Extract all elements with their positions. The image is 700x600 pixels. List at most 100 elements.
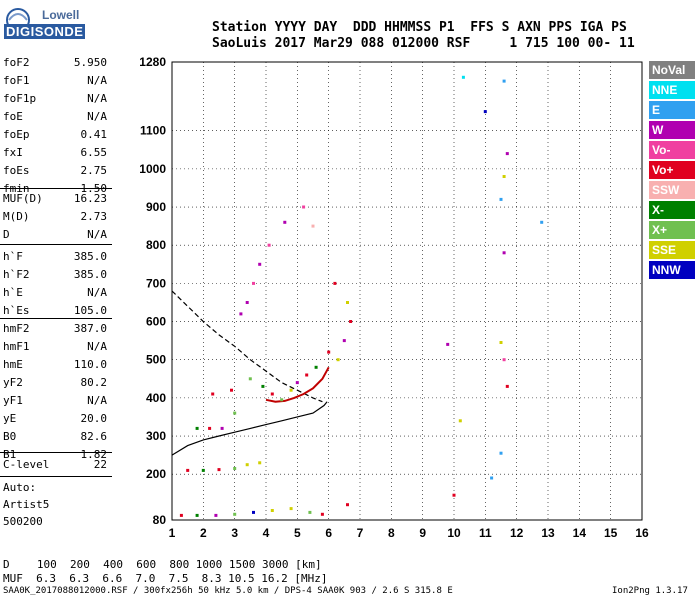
lowell-digisonde-logo: Lowell DIGISONDE <box>4 6 104 42</box>
param-label: h`F <box>3 250 23 263</box>
param-label: D <box>3 228 10 241</box>
x-tick-label: 8 <box>388 526 395 540</box>
param-value: N/A <box>87 74 107 87</box>
echo-point <box>333 281 337 285</box>
x-tick-label: 14 <box>573 526 587 540</box>
param-row: M(D) 2.73 <box>3 210 107 228</box>
header-row-values: SaoLuis 2017 Mar29 088 012000 RSF 1 715 … <box>212 36 635 51</box>
muf-row: MUF 6.3 6.3 6.6 7.0 7.5 8.3 10.5 16.2 [M… <box>3 572 328 585</box>
param-row: foEs 2.75 <box>3 164 107 182</box>
param-row: B0 82.6 <box>3 430 107 448</box>
echo-point <box>502 358 506 362</box>
param-value: 6.55 <box>80 146 108 159</box>
echo-point <box>349 320 353 323</box>
muf-label: MUF <box>3 572 23 585</box>
param-value: N/A <box>87 110 107 123</box>
param-row: h`F2 385.0 <box>3 268 107 286</box>
autoscaling-version: 500200 <box>3 515 43 528</box>
param-row: foF2 5.950 <box>3 56 107 74</box>
param-divider <box>0 188 112 189</box>
echo-point <box>314 365 318 369</box>
param-row: h`Es 105.0 <box>3 304 107 322</box>
x-tick-label: 9 <box>419 526 426 540</box>
legend-item: NNW <box>649 261 695 279</box>
param-value: N/A <box>87 92 107 105</box>
muf-values: 6.3 6.3 6.6 7.0 7.5 8.3 10.5 16.2 [MHz] <box>22 572 328 585</box>
param-label: MUF(D) <box>3 192 43 205</box>
param-value: N/A <box>87 394 107 407</box>
param-label: yE <box>3 412 17 425</box>
echo-point <box>305 373 309 377</box>
param-row: hmF1 N/A <box>3 340 107 358</box>
param-label: h`E <box>3 286 23 299</box>
echo-point <box>446 342 450 346</box>
echo-point <box>342 339 346 343</box>
x-tick-label: 16 <box>635 526 649 540</box>
param-value: N/A <box>87 286 107 299</box>
param-label: hmF1 <box>3 340 30 353</box>
echo-point <box>270 509 274 512</box>
echo-point <box>308 510 312 514</box>
x-axis-ticks: 1 2 3 4 5 6 7 8 9 10 11 12 13 14 15 16 <box>169 526 649 540</box>
param-label: M(D) <box>3 210 30 223</box>
header-row-labels: Station YYYY DAY DDD HHMMSS P1 FFS S AXN… <box>212 20 627 35</box>
param-row: foF1p N/A <box>3 92 107 110</box>
x-tick-label: 6 <box>325 526 332 540</box>
echo-point <box>458 419 462 423</box>
echo-point <box>245 463 249 467</box>
param-row: yF1 N/A <box>3 394 107 412</box>
param-row: yE 20.0 <box>3 412 107 430</box>
echo-point <box>179 513 183 517</box>
x-tick-label: 12 <box>510 526 524 540</box>
echo-point <box>280 398 284 402</box>
echo-point <box>230 388 233 392</box>
param-value: 2.75 <box>80 164 108 177</box>
x-tick-label: 10 <box>447 526 461 540</box>
y-axis-ticks: 80 200 300 400 500 600 700 800 900 1000 1100 1280 <box>139 55 166 527</box>
echo-point <box>502 251 506 255</box>
echo-point <box>311 224 315 228</box>
y-tick-label: 1000 <box>139 162 166 176</box>
echo-point <box>499 197 503 201</box>
param-label: hmE <box>3 358 23 371</box>
echo-point <box>452 493 456 497</box>
param-row: h`E N/A <box>3 286 107 304</box>
echo-point <box>211 392 215 396</box>
param-label: h`F2 <box>3 268 30 281</box>
param-label: foF2 <box>3 56 30 69</box>
y-tick-label: 700 <box>146 276 166 290</box>
echo-point <box>302 205 306 209</box>
autoscaling-label: Auto: <box>3 481 37 494</box>
echo-point <box>195 513 199 517</box>
param-divider <box>0 244 112 245</box>
x-tick-label: 5 <box>294 526 301 540</box>
echo-point <box>252 510 255 514</box>
distance-label: D <box>3 558 10 571</box>
y-tick-label: 300 <box>146 429 166 443</box>
y-tick-label: 400 <box>146 391 166 405</box>
legend-item: NNE <box>649 81 695 99</box>
param-divider <box>0 318 112 319</box>
echo-point <box>217 468 221 472</box>
echo-point <box>233 411 237 415</box>
param-value: N/A <box>87 340 107 353</box>
x-tick-label: 4 <box>263 526 270 540</box>
plot-frame <box>171 61 643 521</box>
echo-point <box>295 381 299 385</box>
param-row: foF1 N/A <box>3 74 107 92</box>
echo-point <box>220 426 224 430</box>
echo-point <box>499 451 503 455</box>
echo-point <box>208 426 212 430</box>
echo-point <box>505 384 509 388</box>
x-tick-label: 15 <box>604 526 618 540</box>
echo-point <box>252 281 255 285</box>
distance-row: D 100 200 400 600 800 1000 1500 3000 [km… <box>3 558 322 571</box>
param-value: 385.0 <box>73 268 107 281</box>
param-label: foE <box>3 110 23 123</box>
param-value: 0.41 <box>80 128 108 141</box>
param-value: 80.2 <box>80 376 108 389</box>
trace-fitted-trace <box>265 366 330 403</box>
trace-profile-solid <box>171 401 328 456</box>
param-label: B1 <box>3 448 17 461</box>
param-value: 387.0 <box>73 322 107 335</box>
